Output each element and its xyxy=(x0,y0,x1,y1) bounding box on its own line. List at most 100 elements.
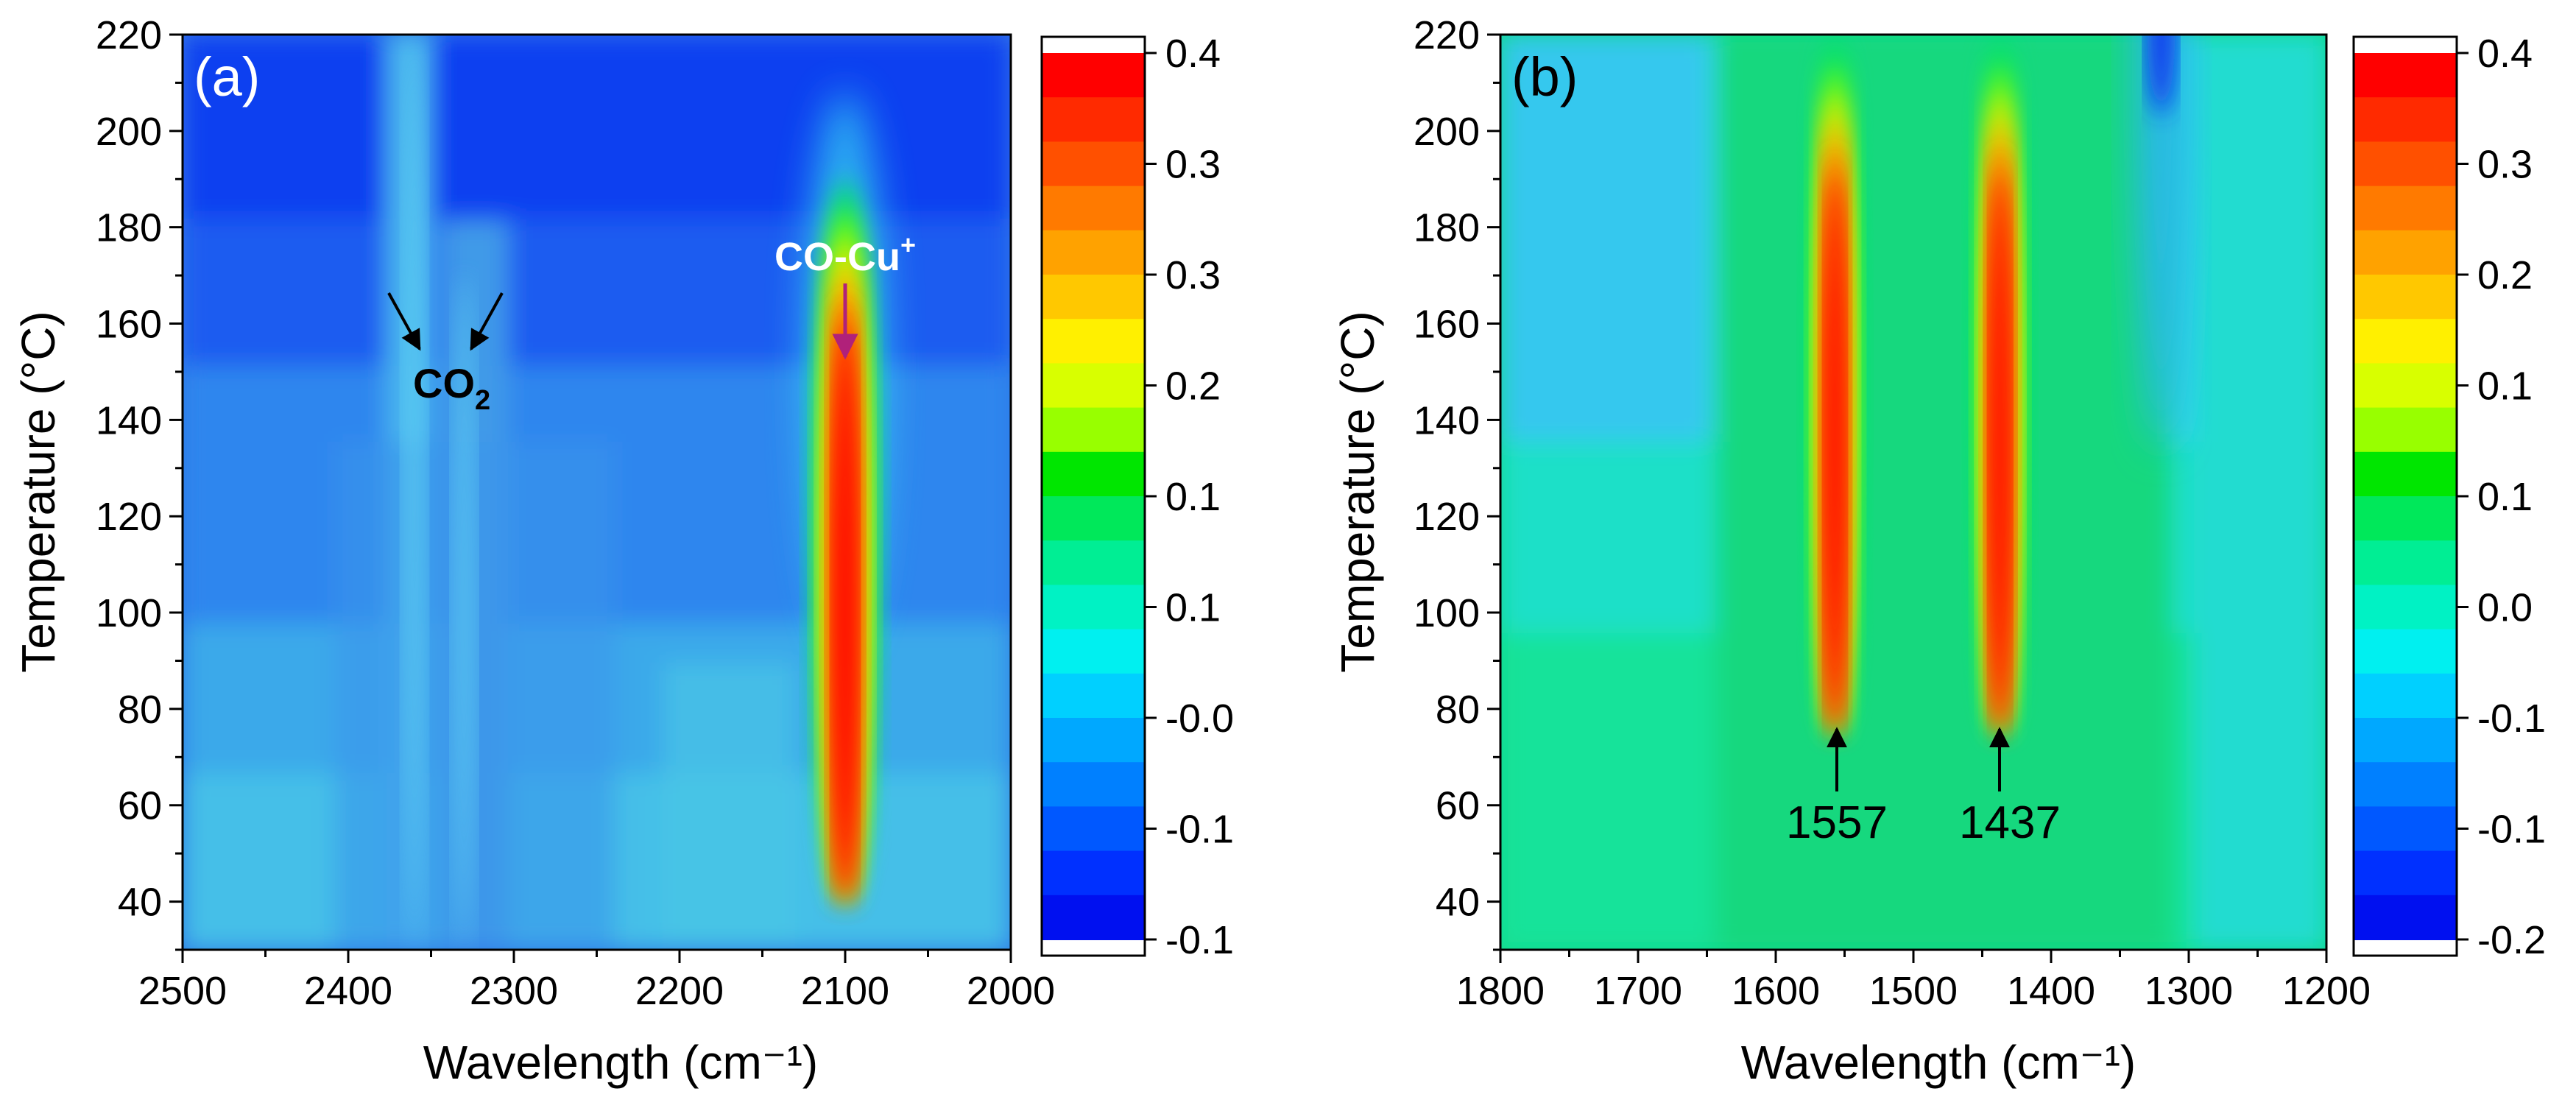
colorbar-swatch xyxy=(2354,806,2457,852)
panel-a-annotation-co2: CO2 xyxy=(387,292,504,416)
y-tick-label: 140 xyxy=(1414,398,1480,442)
panel-b-ylabel: Temperature (°C) xyxy=(1331,311,1384,673)
colorbar-swatch xyxy=(1042,141,1145,187)
y-tick-label: 80 xyxy=(1436,688,1480,732)
colorbar-swatch xyxy=(1042,230,1145,275)
colorbar-swatch xyxy=(2354,540,2457,586)
colorbar-swatch xyxy=(1042,319,1145,364)
colorbar-tick-label: -0.0 xyxy=(1165,696,1234,741)
colorbar-swatch xyxy=(1042,275,1145,320)
y-tick-label: 180 xyxy=(96,206,162,250)
panel-b-annotation-1557: 1557 xyxy=(1786,727,1888,848)
x-tick-label: 2000 xyxy=(967,969,1055,1013)
y-tick-label: 200 xyxy=(1414,110,1480,154)
y-tick-label: 40 xyxy=(1436,881,1480,925)
weak-band xyxy=(454,275,475,950)
panel-a-axes: 2500 2400 2300 2200 2100 2000 40 60 80 100 120 140 1… xyxy=(96,13,1055,1013)
colorbar-swatch xyxy=(2354,230,2457,275)
x-tick-label: 1800 xyxy=(1456,969,1545,1013)
colorbar-tick-label: 0.3 xyxy=(2477,143,2533,187)
panel-b-heatmap xyxy=(1500,35,2326,950)
panel-b-center-green xyxy=(1715,35,2172,950)
colorbar-swatch xyxy=(1042,451,1145,497)
colorbar-tick-label: 0.1 xyxy=(1165,475,1221,519)
label-1437: 1437 xyxy=(1959,797,2061,848)
panel-a-lower-patch xyxy=(663,663,795,950)
depletion-core xyxy=(2147,35,2176,116)
y-tick-label: 140 xyxy=(96,398,162,442)
panel-a-ylabel: Temperature (°C) xyxy=(12,311,65,673)
panel-a-co2-shoulder xyxy=(335,442,615,950)
y-tick-label: 160 xyxy=(96,303,162,347)
panel-b-bands xyxy=(1807,35,2187,733)
y-tick-label: 120 xyxy=(1414,495,1480,539)
x-tick-label: 2100 xyxy=(801,969,889,1013)
colorbar-tick-label: -0.1 xyxy=(1165,808,1234,852)
colorbar-tick-label: 0.4 xyxy=(2477,32,2533,76)
panel-a-annotation-co-cu: CO-Cu+ xyxy=(774,230,916,360)
colorbar-tick-label: 0.0 xyxy=(2477,586,2533,630)
colorbar-tick-label: 0.2 xyxy=(2477,253,2533,297)
colorbar-tick-label: 0.1 xyxy=(2477,475,2533,519)
label-1557: 1557 xyxy=(1786,797,1888,848)
x-tick-label: 1700 xyxy=(1594,969,1682,1013)
colorbar-swatch xyxy=(2354,850,2457,896)
colorbar-swatch xyxy=(1042,850,1145,896)
y-tick-label: 120 xyxy=(96,495,162,539)
colorbar-swatch xyxy=(1042,806,1145,852)
panel-a-xlabel: Wavelength (cm⁻¹) xyxy=(423,1036,818,1089)
colorbar-tick-label: 0.2 xyxy=(1165,364,1221,409)
panel-b-axes: 1800 1700 1600 1500 1400 1300 1200 40 60 80 100 120… xyxy=(1414,13,2371,1013)
colorbar-swatch xyxy=(2354,363,2457,409)
y-tick-label: 60 xyxy=(118,784,162,828)
weak-band xyxy=(403,35,426,950)
colorbar-swatch xyxy=(1042,363,1145,409)
colorbar-swatch xyxy=(1042,673,1145,719)
panel-b-upper-left-cyan xyxy=(1500,35,1707,491)
colorbar-swatch xyxy=(2354,319,2457,364)
depletion-band xyxy=(2136,35,2187,450)
colorbar-swatch xyxy=(2354,585,2457,630)
panel-a-co-cu-band xyxy=(403,35,886,950)
colorbar-swatch xyxy=(2354,762,2457,808)
panel-b-label: (b) xyxy=(1511,46,1578,107)
y-tick-label: 160 xyxy=(1414,303,1480,347)
colorbar-tick-label: -0.1 xyxy=(1165,918,1234,962)
colorbar-swatch xyxy=(2354,496,2457,542)
y-tick-label: 40 xyxy=(118,881,162,925)
y-tick-label: 220 xyxy=(1414,13,1480,57)
colorbar-swatch xyxy=(1042,496,1145,542)
colorbar-swatch xyxy=(2354,718,2457,763)
x-tick-label: 2300 xyxy=(470,969,558,1013)
colorbar-swatch xyxy=(2354,451,2457,497)
co2-arrow-right xyxy=(470,292,504,351)
x-tick-label: 1200 xyxy=(2282,969,2371,1013)
colorbar-tick-label: 0.1 xyxy=(1165,586,1221,630)
colorbar-swatch xyxy=(2354,141,2457,187)
colorbar-swatch xyxy=(1042,585,1145,630)
panel-a-heatmap xyxy=(183,35,1011,950)
band-layer xyxy=(1825,174,1845,733)
colorbar-tick-label: -0.1 xyxy=(2477,696,2546,741)
y-tick-label: 60 xyxy=(1436,784,1480,828)
colorbar-tick-label: 0.3 xyxy=(1165,143,1221,187)
colorbar-swatch xyxy=(1042,540,1145,586)
colorbar-swatch xyxy=(2354,53,2457,99)
colorbar-tick-label: 0.4 xyxy=(1165,32,1221,76)
colorbar-tick-label: -0.2 xyxy=(2477,918,2546,962)
colorbar-swatch xyxy=(1042,629,1145,674)
colorbar-swatch xyxy=(2354,895,2457,940)
colorbar-swatch xyxy=(2354,186,2457,231)
colorbar-swatch xyxy=(1042,407,1145,453)
y-tick-label: 100 xyxy=(96,591,162,635)
band-layer xyxy=(1991,174,2010,733)
x-tick-label: 2200 xyxy=(635,969,724,1013)
colorbar-tick-label: -0.1 xyxy=(2477,808,2546,852)
colorbar-swatch xyxy=(2354,275,2457,320)
colorbar-swatch xyxy=(2354,673,2457,719)
y-tick-label: 200 xyxy=(96,110,162,154)
y-tick-label: 220 xyxy=(96,13,162,57)
panel-b-colorbar: 0.4 0.3 0.2 0.1 0.1 0.0 -0.1 -0.1 -0.2 xyxy=(2352,32,2546,962)
